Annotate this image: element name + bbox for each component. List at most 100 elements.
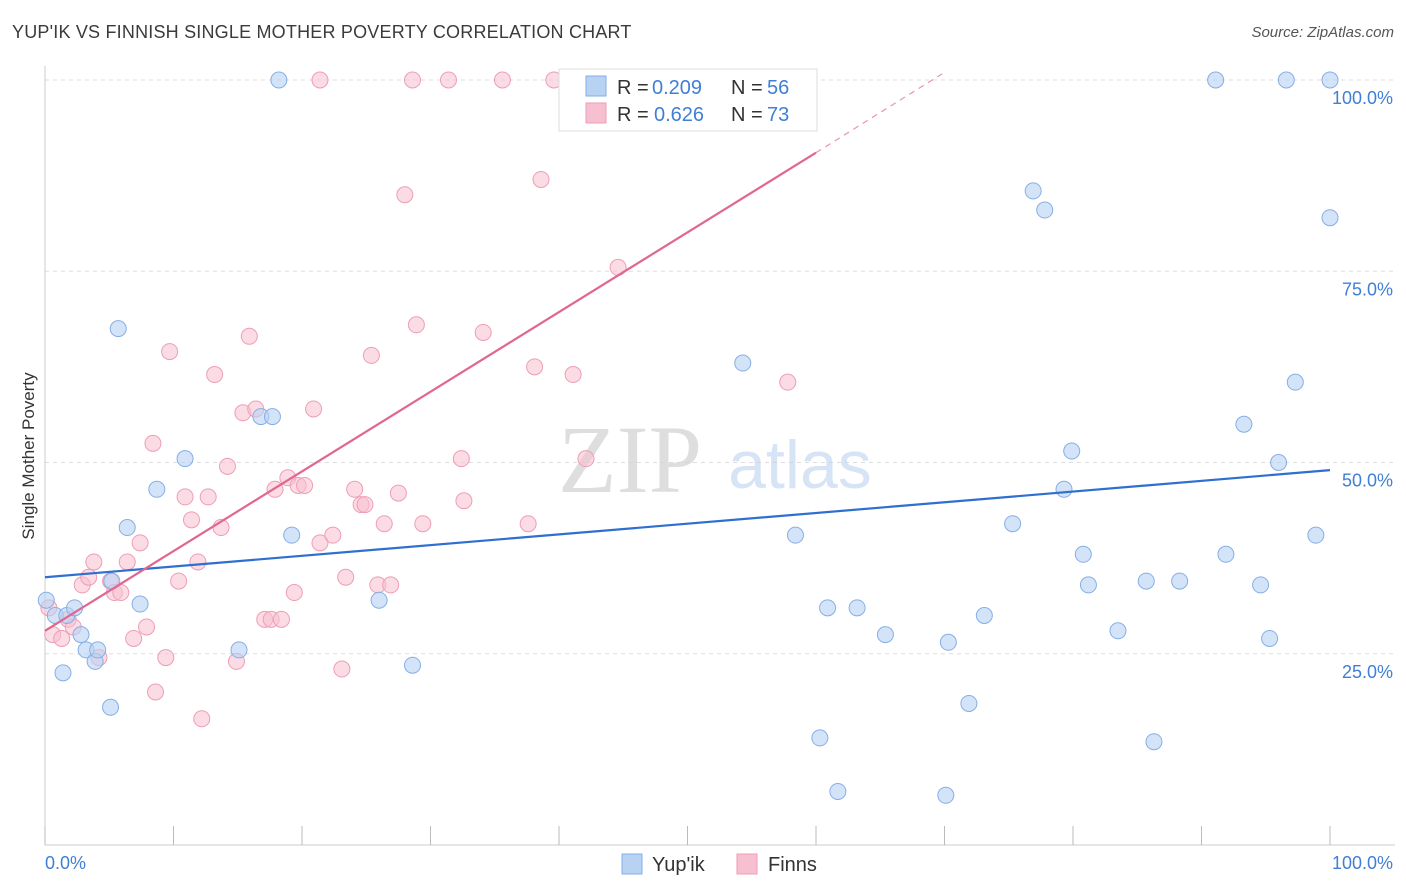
finns-point-2 xyxy=(53,629,71,647)
y-tick-label-75: 75.0% xyxy=(1342,279,1393,299)
yupik-point-53 xyxy=(1307,526,1325,544)
finns-trend-line xyxy=(44,151,817,632)
yupik-point-24 xyxy=(786,526,804,544)
yupik-point-22 xyxy=(404,656,422,674)
yupik-point-45 xyxy=(1207,71,1225,89)
yupik-point-52 xyxy=(1286,373,1304,391)
legend-swatch-finns xyxy=(736,853,758,875)
stats-n-label-1: N = xyxy=(731,77,763,99)
finns-point-51 xyxy=(375,515,393,533)
finns-point-64 xyxy=(526,358,544,376)
finns-point-45 xyxy=(337,568,355,586)
yupik-point-42 xyxy=(1137,572,1155,590)
finns-point-28 xyxy=(218,457,236,475)
yupik-point-5 xyxy=(72,626,90,644)
series-legend: Yup'ik Finns xyxy=(621,853,817,876)
finns-point-54 xyxy=(396,186,414,204)
finns-point-68 xyxy=(577,450,595,468)
finns-point-53 xyxy=(389,484,407,502)
chart-title: YUP'IK VS FINNISH SINGLE MOTHER POVERTY … xyxy=(12,22,632,42)
yupik-point-36 xyxy=(1036,201,1054,219)
yupik-point-11 xyxy=(109,320,127,338)
finns-point-36 xyxy=(272,610,290,628)
yupik-point-44 xyxy=(1171,572,1189,590)
finns-point-59 xyxy=(452,450,470,468)
yupik-point-47 xyxy=(1235,415,1253,433)
finns-point-57 xyxy=(414,515,432,533)
yupik-point-48 xyxy=(1252,576,1270,594)
finns-point-7 xyxy=(85,553,103,571)
yupik-point-15 xyxy=(176,450,194,468)
yupik-point-12 xyxy=(118,519,136,537)
y-tick-label-25: 25.0% xyxy=(1342,662,1393,682)
yupik-point-51 xyxy=(1277,71,1295,89)
finns-point-72 xyxy=(311,71,329,89)
finns-point-23 xyxy=(189,553,207,571)
finns-point-43 xyxy=(324,526,342,544)
yupik-point-20 xyxy=(283,526,301,544)
yupik-point-25 xyxy=(811,729,829,747)
yupik-point-43 xyxy=(1145,733,1163,751)
source-note: Source: ZipAtlas.com xyxy=(1251,24,1394,41)
y-tick-label-50: 50.0% xyxy=(1342,471,1393,491)
finns-trend-extension xyxy=(815,71,945,154)
yupik-point-38 xyxy=(1063,442,1081,460)
yupik-point-33 xyxy=(975,607,993,624)
finns-point-24 xyxy=(193,710,211,728)
finns-point-31 xyxy=(240,327,258,345)
stats-r-value-2: 0.626 xyxy=(654,104,704,126)
legend-swatch-yupik xyxy=(621,853,643,875)
yupik-point-0 xyxy=(37,591,55,609)
legend-label-yupik: Yup'ik xyxy=(652,854,706,876)
tick-labels: 25.0% 50.0% 75.0% 100.0% 0.0% 100.0% xyxy=(45,88,1393,873)
yupik-point-29 xyxy=(876,626,894,644)
yupik-point-28 xyxy=(848,599,866,617)
finns-point-52 xyxy=(382,576,400,594)
yupik-point-41 xyxy=(1109,622,1127,640)
finns-point-46 xyxy=(346,480,364,498)
finns-point-65 xyxy=(532,170,550,188)
stats-r-label-2: R = xyxy=(617,104,649,126)
finns-point-58 xyxy=(439,71,457,89)
finns-point-55 xyxy=(404,71,422,89)
grid-lines xyxy=(45,79,1395,655)
yupik-point-14 xyxy=(148,480,166,498)
yupik-point-40 xyxy=(1079,576,1097,594)
yupik-point-27 xyxy=(829,782,847,800)
finns-point-15 xyxy=(138,618,156,636)
finns-point-38 xyxy=(285,584,303,602)
yupik-point-39 xyxy=(1074,545,1092,563)
yupik-point-54 xyxy=(1321,209,1339,227)
stats-n-value-2: 73 xyxy=(767,104,789,126)
yupik-point-23 xyxy=(734,354,752,372)
finns-point-25 xyxy=(199,488,217,506)
yupik-point-50 xyxy=(1270,454,1288,471)
finns-point-16 xyxy=(144,434,162,452)
finns-point-19 xyxy=(161,343,179,361)
finns-point-17 xyxy=(147,683,165,701)
finns-point-62 xyxy=(493,71,511,89)
finns-point-44 xyxy=(333,660,351,678)
yupik-trend-line xyxy=(44,469,1331,579)
y-tick-label-100: 100.0% xyxy=(1332,88,1393,108)
yupik-point-9 xyxy=(102,698,120,716)
yupik-point-16 xyxy=(230,641,248,659)
yupik-point-2 xyxy=(54,664,72,682)
finns-point-61 xyxy=(474,323,492,341)
yupik-point-55 xyxy=(1321,71,1339,89)
yupik-point-46 xyxy=(1217,545,1235,563)
finns-point-63 xyxy=(519,515,537,533)
stats-n-value-1: 56 xyxy=(767,77,789,99)
x-tick-label-max: 100.0% xyxy=(1332,853,1393,873)
finns-point-18 xyxy=(157,649,175,667)
yupik-point-26 xyxy=(819,599,837,617)
finns-point-67 xyxy=(564,366,582,384)
finns-point-22 xyxy=(182,511,200,529)
finns-point-26 xyxy=(206,366,224,384)
stats-n-label-2: N = xyxy=(731,104,763,126)
stats-legend: R = 0.209 N = 56 R = 0.626 N = 73 xyxy=(558,68,818,132)
stats-swatch-finns xyxy=(585,102,607,124)
stats-swatch-yupik xyxy=(585,75,607,97)
yupik-point-49 xyxy=(1261,629,1279,647)
